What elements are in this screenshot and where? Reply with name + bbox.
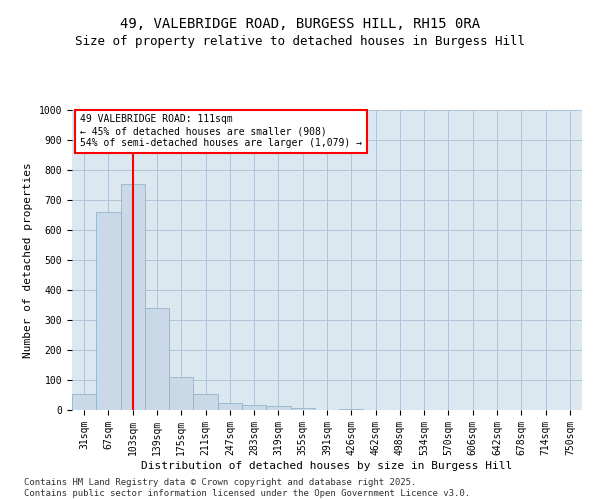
Bar <box>121 184 145 410</box>
Text: 49, VALEBRIDGE ROAD, BURGESS HILL, RH15 0RA: 49, VALEBRIDGE ROAD, BURGESS HILL, RH15 … <box>120 18 480 32</box>
Text: Contains HM Land Registry data © Crown copyright and database right 2025.
Contai: Contains HM Land Registry data © Crown c… <box>24 478 470 498</box>
Bar <box>145 308 169 410</box>
Y-axis label: Number of detached properties: Number of detached properties <box>23 162 33 358</box>
Bar <box>169 377 193 410</box>
Bar <box>339 408 364 410</box>
Bar <box>96 212 121 410</box>
Bar <box>72 394 96 410</box>
Bar <box>242 404 266 410</box>
Bar <box>218 402 242 410</box>
Text: 49 VALEBRIDGE ROAD: 111sqm
← 45% of detached houses are smaller (908)
54% of sem: 49 VALEBRIDGE ROAD: 111sqm ← 45% of deta… <box>80 114 362 148</box>
Bar <box>290 408 315 410</box>
Text: Size of property relative to detached houses in Burgess Hill: Size of property relative to detached ho… <box>75 35 525 48</box>
Bar <box>193 394 218 410</box>
X-axis label: Distribution of detached houses by size in Burgess Hill: Distribution of detached houses by size … <box>142 460 512 470</box>
Bar <box>266 406 290 410</box>
